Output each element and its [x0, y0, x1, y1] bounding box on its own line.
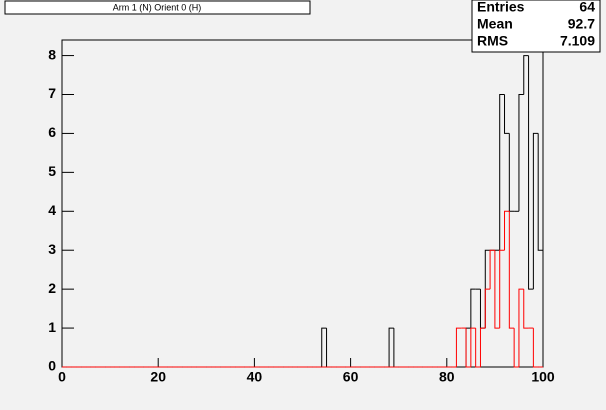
plot-frame — [61, 39, 544, 368]
histogram-bin — [504, 210, 510, 251]
stats-label: RMS — [477, 33, 508, 49]
histogram-bin — [484, 288, 491, 329]
histogram-bin — [532, 132, 539, 290]
y-tick-label: 2 — [48, 280, 56, 296]
histogram-bin — [508, 211, 515, 329]
y-tick-label: 7 — [48, 85, 56, 101]
x-tick-label: 100 — [531, 369, 555, 385]
histogram-bin — [489, 249, 495, 290]
y-tick-label: 6 — [48, 124, 56, 140]
stats-value: 92.7 — [568, 16, 595, 32]
histogram-bin — [470, 288, 476, 329]
histogram-bin — [475, 328, 481, 368]
histogram-bin — [465, 328, 471, 368]
histogram-bin — [470, 327, 476, 367]
histogram-bin — [499, 94, 505, 251]
stats-label: Mean — [477, 16, 513, 32]
histogram-bin — [532, 328, 539, 368]
title-box — [4, 0, 311, 15]
x-tick-label: 0 — [58, 369, 66, 385]
histogram-bin — [455, 327, 462, 367]
x-tick-label: 40 — [247, 369, 263, 385]
histogram-bin — [537, 133, 543, 251]
y-tick-label: 1 — [48, 319, 56, 335]
histogram-bin — [388, 327, 394, 367]
histogram-bin — [518, 288, 524, 367]
histogram-bin — [518, 94, 524, 212]
y-tick-label: 8 — [48, 46, 56, 62]
histogram-bin — [479, 327, 486, 367]
stats-label: Entries — [477, 0, 525, 15]
y-tick-label: 5 — [48, 163, 56, 179]
histogram-bin — [494, 250, 500, 329]
x-tick-label: 80 — [439, 369, 455, 385]
chart-title: Arm 1 (N) Orient 0 (H) — [113, 2, 202, 12]
histogram-bin — [499, 249, 505, 329]
stats-value: 7.109 — [560, 33, 595, 49]
y-tick-label: 4 — [48, 202, 56, 218]
histogram-bin — [513, 328, 519, 368]
stats-value: 64 — [579, 0, 595, 15]
histogram-bin — [523, 289, 529, 329]
histogram-bin — [523, 55, 529, 95]
histogram-bin — [504, 94, 510, 134]
x-tick-label: 20 — [150, 369, 166, 385]
x-tick-label: 60 — [343, 369, 359, 385]
histogram-bin — [528, 55, 534, 290]
stats-box — [471, 0, 601, 53]
y-tick-label: 3 — [48, 241, 56, 257]
histogram-bin — [321, 327, 327, 367]
y-tick-label: 0 — [48, 358, 56, 374]
